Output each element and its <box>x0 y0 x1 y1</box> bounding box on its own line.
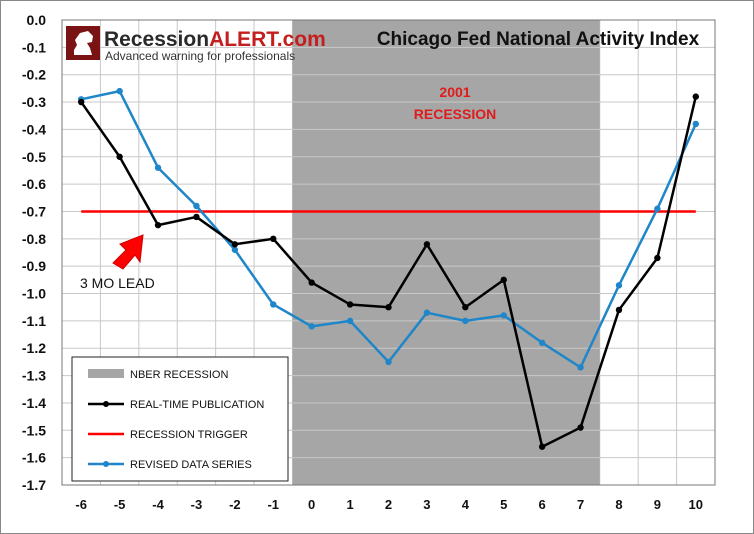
data-point <box>231 246 239 253</box>
y-tick-label: -1.6 <box>22 450 46 466</box>
data-point <box>692 120 699 128</box>
data-point <box>692 93 699 100</box>
y-tick-label: -0.3 <box>22 94 46 110</box>
logo-tagline: Advanced warning for professionals <box>105 49 295 63</box>
logo-wordmark: RecessionALERT.com <box>104 28 326 51</box>
series-layer <box>78 87 699 450</box>
data-point <box>577 424 584 431</box>
y-tick-label: -0.8 <box>22 231 46 247</box>
x-tick-label: 2 <box>385 497 392 512</box>
legend-item-revised: REVISED DATA SERIES <box>88 459 252 471</box>
data-point <box>385 358 392 366</box>
legend-item-realtime: REAL-TIME PUBLICATION <box>88 399 264 411</box>
legend-label-revised: REVISED DATA SERIES <box>130 459 252 471</box>
legend-swatch-recession <box>88 369 124 378</box>
y-tick-label: -0.6 <box>22 176 46 192</box>
y-tick-label: -0.7 <box>22 203 46 219</box>
chart-title: Chicago Fed National Activity Index <box>377 29 700 50</box>
data-point <box>500 276 507 284</box>
data-point <box>308 323 315 330</box>
data-point <box>346 317 354 325</box>
data-point <box>577 364 584 371</box>
data-point <box>615 306 623 314</box>
data-point <box>193 213 200 221</box>
data-point <box>270 235 277 243</box>
data-point <box>500 312 507 319</box>
x-tick-label: 7 <box>577 497 584 512</box>
legend: NBER RECESSION REAL-TIME PUBLICATION REC… <box>71 356 289 482</box>
y-axis-tick-labels: 0.0 -0.1 -0.2 -0.3 -0.4 -0.5 -0.6 -0.7 -0.8 -0.9 -… <box>22 12 46 493</box>
logo-knight-glyph <box>74 31 93 55</box>
data-point <box>462 317 469 325</box>
legend-label-recession: NBER RECESSION <box>130 369 228 381</box>
x-tick-label: -4 <box>152 497 164 512</box>
x-tick-label: 1 <box>346 497 353 512</box>
series-revised-data-series <box>78 87 699 371</box>
x-tick-label: 6 <box>539 497 546 512</box>
data-point <box>116 153 123 160</box>
series-real-time-publication <box>78 93 699 450</box>
legend-marker-realtime <box>103 401 109 407</box>
legend-marker-revised <box>103 461 109 467</box>
data-point <box>154 164 162 171</box>
data-point <box>154 221 162 229</box>
plot-area-border <box>61 19 716 486</box>
y-tick-label: -1.0 <box>22 286 46 302</box>
data-point <box>270 301 277 308</box>
data-point <box>116 87 123 95</box>
y-tick-label: -1.5 <box>22 422 46 438</box>
data-point <box>308 279 315 286</box>
data-point <box>346 301 354 308</box>
y-tick-label: -1.7 <box>22 477 46 493</box>
data-point <box>231 241 239 248</box>
legend-item-trigger: RECESSION TRIGGER <box>88 429 248 441</box>
annotation-lead: 3 MO LEAD <box>80 275 155 291</box>
x-tick-label: 9 <box>654 497 661 512</box>
data-point <box>423 241 431 248</box>
y-tick-label: -0.2 <box>22 67 46 83</box>
data-point <box>538 339 546 346</box>
data-point <box>615 282 623 289</box>
x-tick-label: -2 <box>229 497 241 512</box>
x-axis-tick-labels: -6 -5 -4 -3 -2 -1 0 1 2 3 4 5 6 7 8 9 10 <box>75 497 703 512</box>
data-point <box>78 98 85 106</box>
y-tick-label: -0.9 <box>22 258 46 274</box>
lead-arrow-icon <box>112 234 144 270</box>
annotation-year: 2001 <box>439 84 470 100</box>
data-point <box>462 304 469 311</box>
data-point <box>423 309 431 316</box>
legend-item-recession: NBER RECESSION <box>88 369 228 381</box>
x-tick-label: 10 <box>689 497 703 512</box>
x-tick-label: -3 <box>191 497 203 512</box>
data-point <box>538 443 546 450</box>
x-tick-label: -1 <box>267 497 279 512</box>
x-tick-label: 3 <box>423 497 430 512</box>
data-point <box>385 304 392 311</box>
annotation-recession: RECESSION <box>414 106 496 122</box>
logo: RecessionALERT.com Advanced warning for … <box>66 26 326 63</box>
x-tick-label: -5 <box>114 497 126 512</box>
x-tick-label: 4 <box>462 497 470 512</box>
legend-label-trigger: RECESSION TRIGGER <box>130 429 248 441</box>
y-tick-label: -0.5 <box>22 149 46 165</box>
data-point <box>654 205 661 212</box>
recession-shading-layer <box>292 20 600 485</box>
y-tick-label: -1.1 <box>22 313 46 329</box>
y-tick-label: -1.4 <box>22 395 46 411</box>
y-tick-label: 0.0 <box>27 12 47 28</box>
x-tick-label: -6 <box>75 497 87 512</box>
data-point <box>654 254 661 262</box>
y-tick-label: -0.1 <box>22 39 46 55</box>
x-tick-label: 0 <box>308 497 315 512</box>
legend-label-realtime: REAL-TIME PUBLICATION <box>130 399 264 411</box>
y-tick-label: -1.2 <box>22 340 46 356</box>
x-tick-label: 8 <box>615 497 622 512</box>
data-point <box>193 202 200 210</box>
y-tick-label: -0.4 <box>22 121 46 137</box>
x-tick-label: 5 <box>500 497 507 512</box>
y-tick-label: -1.3 <box>22 368 46 384</box>
recession-shading <box>292 20 600 485</box>
